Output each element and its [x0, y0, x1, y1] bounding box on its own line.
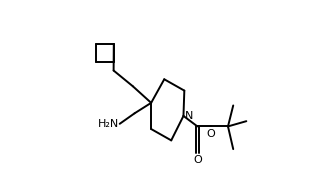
Text: N: N: [185, 111, 193, 121]
Text: O: O: [193, 155, 202, 165]
Text: O: O: [207, 128, 215, 139]
Text: H₂N: H₂N: [98, 119, 119, 129]
